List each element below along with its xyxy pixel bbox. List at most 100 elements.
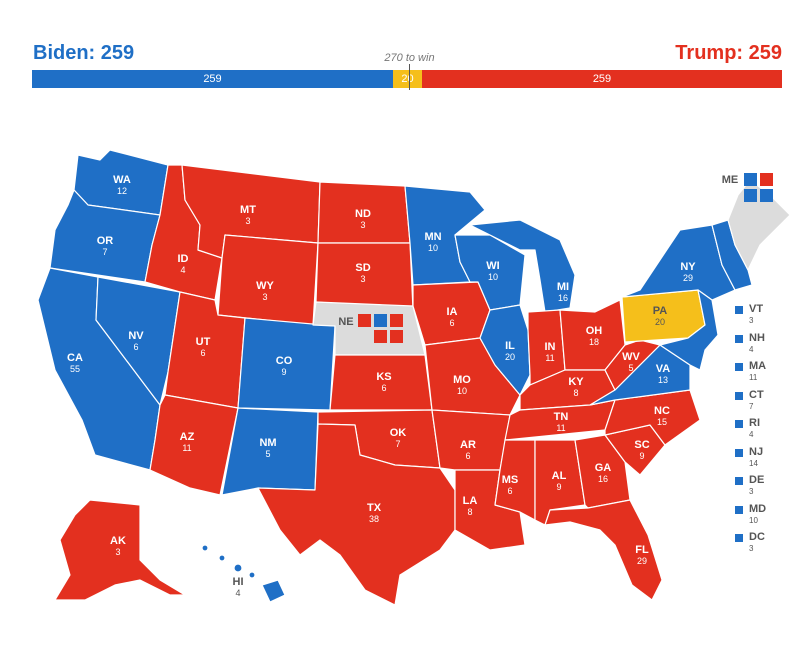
legend-abbr: NH [749,331,765,344]
state-hi[interactable] [201,544,286,603]
legend-abbr: DE [749,474,765,486]
label-ia-votes: 6 [449,318,454,328]
label-or-votes: 7 [102,247,107,257]
state-ak[interactable] [54,499,186,601]
label-ia-abbr: IA [447,306,458,318]
bar-biden-segment: 259 [32,70,393,88]
legend-item-nh[interactable]: NH 4 [735,332,805,361]
label-ks-votes: 6 [381,383,386,393]
label-va-votes: 13 [658,375,668,385]
label-ga-abbr: GA [595,462,612,474]
me-district-squares [744,173,773,202]
threshold-marker [409,64,410,90]
label-nd-abbr: ND [355,208,371,220]
label-nc-abbr: NC [654,405,670,417]
label-al-abbr: AL [552,470,567,482]
label-ms-votes: 6 [507,486,512,496]
label-nm-votes: 5 [265,449,270,459]
legend-item-nj[interactable]: NJ 14 [735,446,805,475]
label-ok-abbr: OK [390,427,407,439]
legend-item-ri[interactable]: RI 4 [735,417,805,446]
label-mt-votes: 3 [245,216,250,226]
state-nv[interactable] [95,276,181,406]
label-va-abbr: VA [656,363,671,375]
legend-swatch [735,505,743,514]
legend-swatch [735,448,743,457]
legend-votes: 7 [749,401,754,411]
label-tn-votes: 11 [556,423,565,433]
label-ar-abbr: AR [460,439,476,451]
state-tx[interactable] [257,423,456,606]
legend-votes: 4 [749,344,754,354]
label-hi-votes: 4 [235,588,240,598]
legend-swatch [735,534,743,542]
trump-total: Trump: 259 [675,42,782,64]
label-pa-votes: 20 [655,317,665,327]
label-il-votes: 20 [505,352,515,362]
label-ut-votes: 6 [200,348,205,358]
label-il-abbr: IL [505,340,515,352]
legend-abbr: MD [749,502,767,515]
legend-swatch [735,363,743,371]
bar-tossup-segment: 20 [393,70,422,88]
label-me-abbr: ME [722,174,739,186]
state-md-de-nj[interactable] [659,289,719,371]
label-sc-votes: 9 [639,451,644,461]
biden-total: Biden: 259 [33,42,135,64]
state-fl[interactable] [544,499,663,601]
label-ky-abbr: KY [568,376,584,388]
label-ny-abbr: NY [680,261,696,273]
legend-abbr: CT [749,388,764,401]
legend-item-md[interactable]: MD 10 [735,503,805,532]
label-wa-abbr: WA [113,174,131,186]
label-az-abbr: AZ [180,431,195,443]
label-ca-votes: 55 [70,364,80,374]
label-fl-abbr: FL [635,544,649,556]
legend-item-ct[interactable]: CT 7 [735,389,805,418]
legend-item-vt[interactable]: VT 3 [735,303,805,332]
label-ak-abbr: AK [110,535,126,547]
label-ok-votes: 7 [395,439,400,449]
label-or-abbr: OR [97,235,114,247]
label-ut-abbr: UT [196,336,211,348]
label-mo-abbr: MO [453,374,471,386]
legend-item-de[interactable]: DE 3 [735,474,805,503]
label-mt-abbr: MT [240,204,256,216]
label-mi-abbr: MI [557,281,569,293]
label-ny-votes: 29 [683,273,693,283]
label-hi-abbr: HI [233,576,244,588]
legend-votes: 3 [749,544,754,553]
legend-item-dc[interactable]: DC 3 [735,531,805,560]
label-wi-abbr: WI [486,260,499,272]
label-nc-votes: 15 [657,417,667,427]
state-me[interactable] [727,179,791,271]
label-id-abbr: ID [178,253,189,265]
legend-abbr: RI [749,417,760,429]
label-mn-abbr: MN [424,231,441,243]
label-ne-abbr: NE [338,316,353,328]
label-co-votes: 9 [281,367,286,377]
label-ga-votes: 16 [598,474,608,484]
label-nv-votes: 6 [133,342,138,352]
legend-swatch [735,477,743,485]
label-fl-votes: 29 [637,556,647,566]
legend-abbr: VT [749,303,764,315]
label-oh-votes: 18 [589,337,599,347]
label-sc-abbr: SC [634,439,649,451]
legend-item-ma[interactable]: MA 11 [735,360,805,389]
label-nm-abbr: NM [259,437,276,449]
legend-abbr: NJ [749,445,764,458]
label-al-votes: 9 [556,482,561,492]
label-wv-abbr: WV [622,351,640,363]
label-wy-votes: 3 [262,292,267,302]
label-id-votes: 4 [180,265,185,275]
label-co-abbr: CO [276,355,293,367]
label-mi-votes: 16 [558,293,568,303]
label-az-votes: 11 [182,443,191,453]
label-sd-votes: 3 [360,274,365,284]
small-states-legend: VT 3 NH 4 MA 11 CT 7 RI 4 NJ 14 DE 3 MD 10 DC 3 [735,303,805,560]
bar-trump-segment: 259 [422,70,782,88]
label-wv-votes: 5 [628,363,633,373]
state-il[interactable] [479,304,531,396]
